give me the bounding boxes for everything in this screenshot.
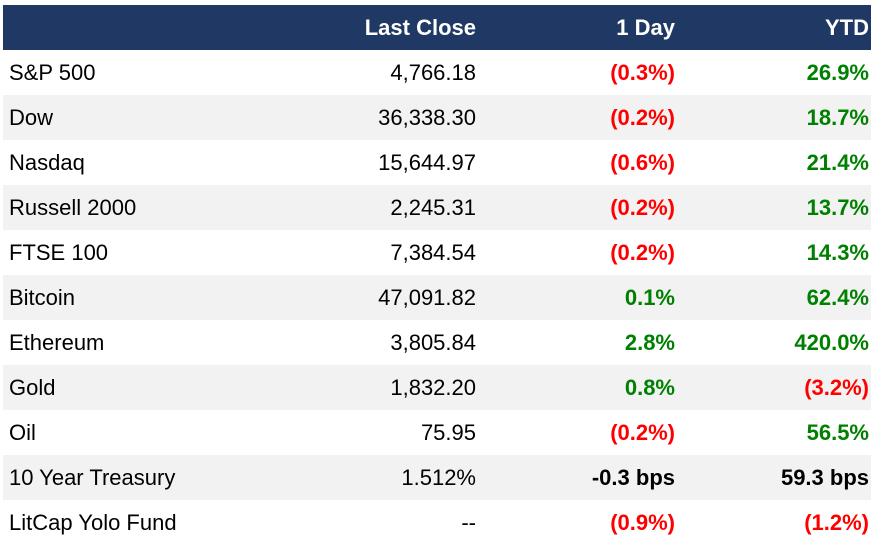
row-last-close: 3,805.84 [390, 329, 476, 355]
row-ytd: 18.7% [806, 104, 869, 130]
row-1-day: (0.2%) [610, 239, 675, 265]
row-ytd: 56.5% [806, 419, 869, 445]
table-row: Dow 36,338.30 (0.2%) 18.7% [3, 95, 871, 140]
row-ytd: 14.3% [806, 239, 869, 265]
row-name: Gold [9, 374, 56, 400]
row-last-close: -- [461, 509, 476, 535]
row-name: Russell 2000 [9, 194, 137, 220]
header-name [9, 5, 309, 50]
row-name: Dow [9, 104, 54, 130]
row-name: S&P 500 [9, 59, 96, 85]
table-row: FTSE 100 7,384.54 (0.2%) 14.3% [3, 230, 871, 275]
row-ytd: 59.3 bps [780, 464, 869, 490]
row-name: Oil [9, 419, 36, 445]
row-last-close: 15,644.97 [378, 149, 476, 175]
row-last-close: 1,832.20 [390, 374, 476, 400]
row-last-close: 1.512% [401, 464, 476, 490]
row-1-day: (0.6%) [610, 149, 675, 175]
row-1-day: (0.2%) [610, 104, 675, 130]
row-1-day: 2.8% [624, 329, 675, 355]
row-ytd: 420.0% [794, 329, 869, 355]
row-1-day: (0.2%) [610, 419, 675, 445]
row-last-close: 75.95 [420, 419, 476, 445]
row-ytd: 26.9% [806, 59, 869, 85]
table-row: Bitcoin 47,091.82 0.1% 62.4% [3, 275, 871, 320]
header-1-day: 1 Day [616, 14, 675, 40]
table-header: Last Close 1 Day YTD [3, 5, 871, 50]
row-ytd: 13.7% [806, 194, 869, 220]
table-row: Ethereum 3,805.84 2.8% 420.0% [3, 320, 871, 365]
row-last-close: 7,384.54 [390, 239, 476, 265]
row-1-day: (0.2%) [610, 194, 675, 220]
table-row: 10 Year Treasury 1.512% -0.3 bps 59.3 bps [3, 455, 871, 500]
table-row: Gold 1,832.20 0.8% (3.2%) [3, 365, 871, 410]
row-name: FTSE 100 [9, 239, 109, 265]
row-ytd: 62.4% [806, 284, 869, 310]
table-row: Nasdaq 15,644.97 (0.6%) 21.4% [3, 140, 871, 185]
row-1-day: (0.9%) [610, 509, 675, 535]
table-row: Russell 2000 2,245.31 (0.2%) 13.7% [3, 185, 871, 230]
row-name: Ethereum [9, 329, 105, 355]
table-row: S&P 500 4,766.18 (0.3%) 26.9% [3, 50, 871, 95]
row-name: 10 Year Treasury [9, 464, 176, 490]
row-ytd: (3.2%) [804, 374, 869, 400]
row-ytd: (1.2%) [804, 509, 869, 535]
row-1-day: 0.8% [624, 374, 675, 400]
row-last-close: 2,245.31 [390, 194, 476, 220]
row-1-day: (0.3%) [610, 59, 675, 85]
row-1-day: -0.3 bps [591, 464, 675, 490]
row-last-close: 47,091.82 [378, 284, 476, 310]
row-last-close: 36,338.30 [378, 104, 476, 130]
header-ytd: YTD [825, 14, 869, 40]
row-name: Bitcoin [9, 284, 76, 310]
row-last-close: 4,766.18 [390, 59, 476, 85]
header-last-close: Last Close [364, 14, 476, 40]
table-row: LitCap Yolo Fund -- (0.9%) (1.2%) [3, 500, 871, 545]
row-ytd: 21.4% [806, 149, 869, 175]
row-1-day: 0.1% [624, 284, 675, 310]
row-name: LitCap Yolo Fund [9, 509, 177, 535]
row-name: Nasdaq [9, 149, 85, 175]
table-row: Oil 75.95 (0.2%) 56.5% [3, 410, 871, 455]
